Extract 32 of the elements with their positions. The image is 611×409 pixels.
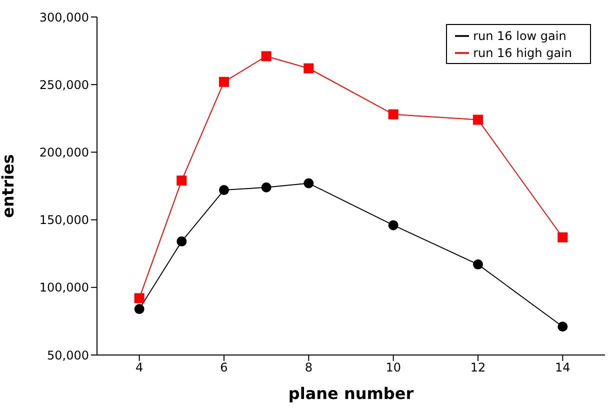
y-tick-label: 200,000 [39, 145, 89, 160]
point [304, 178, 314, 188]
point [261, 182, 272, 192]
x-tick-label: 4 [136, 360, 144, 375]
point [473, 259, 483, 270]
point [219, 185, 229, 196]
point [388, 220, 398, 230]
point [176, 236, 187, 246]
y-tick-label: 150,000 [39, 213, 89, 228]
x-tick-label: 14 [555, 360, 570, 375]
point [261, 51, 272, 62]
y-axis-title: entries [0, 154, 18, 218]
point [176, 176, 187, 186]
x-tick-label: 12 [470, 360, 486, 375]
point [304, 63, 314, 74]
legend-label: run 16 high gain [473, 46, 572, 60]
x-tick-label: 8 [304, 360, 312, 375]
point [558, 322, 568, 332]
point [388, 109, 398, 120]
point [219, 76, 229, 87]
x-tick-label: 10 [386, 360, 401, 375]
y-tick-label: 300,000 [39, 10, 89, 24]
y-tick-label: 100,000 [39, 280, 89, 295]
x-axis-title: plane number [288, 384, 414, 403]
point [473, 114, 483, 125]
legend-label: run 16 low gain [473, 29, 566, 43]
point [134, 293, 144, 304]
y-tick-label: 250,000 [39, 78, 89, 92]
point [134, 304, 144, 314]
point [558, 232, 568, 242]
x-tick-label: 6 [220, 360, 228, 375]
y-tick-label: 50,000 [47, 348, 89, 362]
